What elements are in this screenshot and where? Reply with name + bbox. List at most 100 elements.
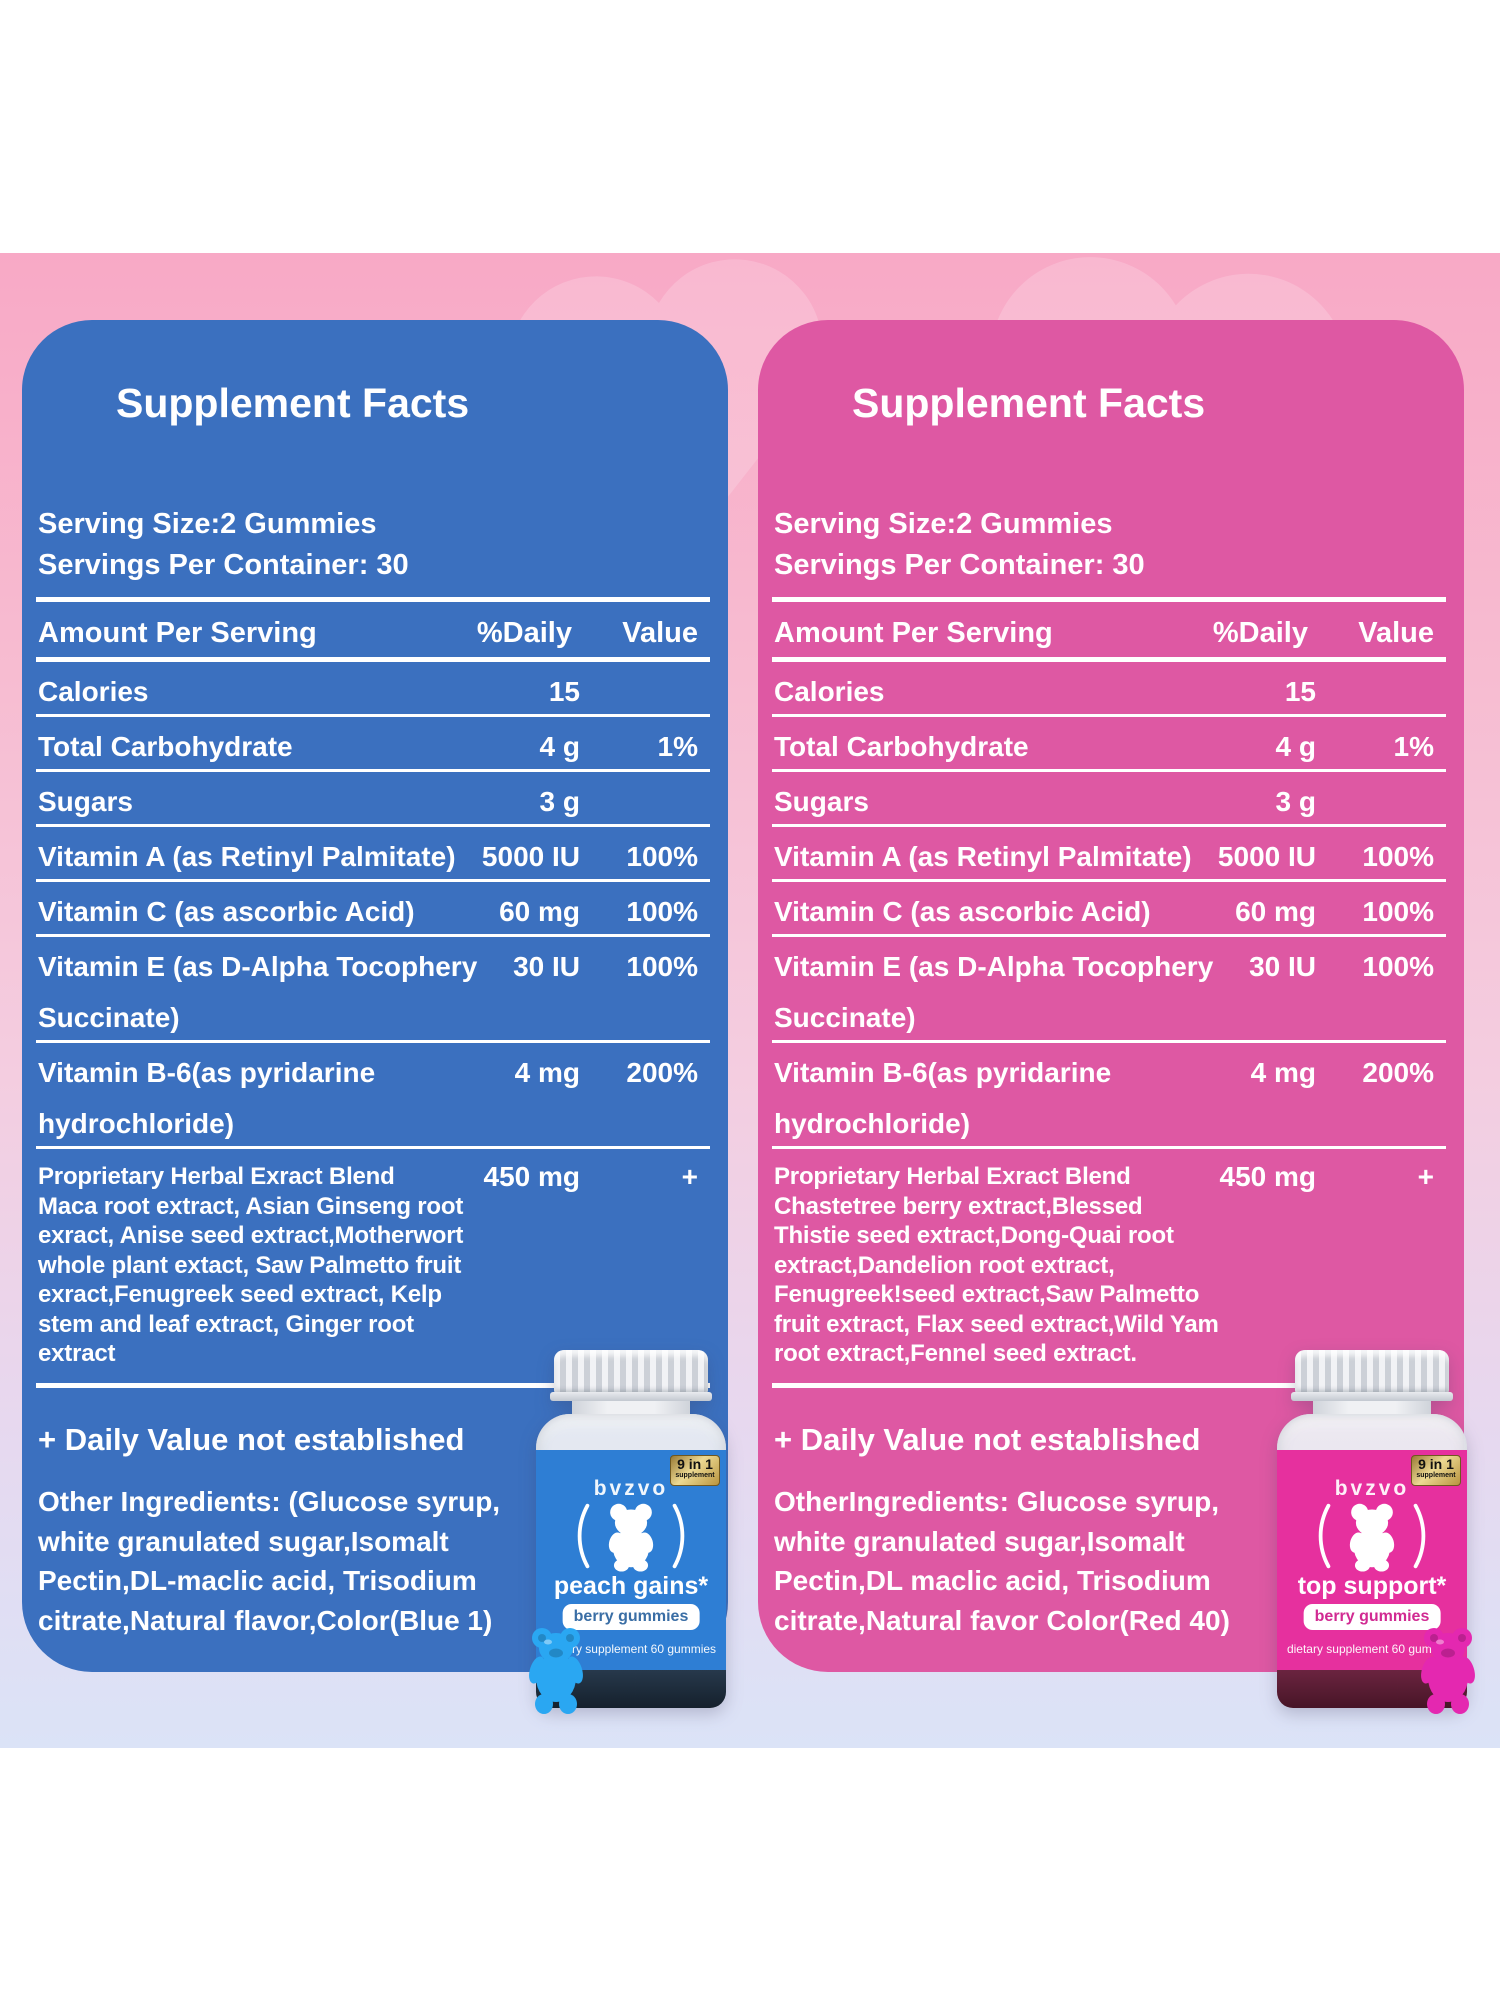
table-row: Calories 15 xyxy=(758,662,1464,714)
badge-9-in-1: 9 in 1 supplement xyxy=(670,1455,720,1486)
nutrient-amount: 4 g xyxy=(1275,731,1316,762)
serving-info: Serving Size:2 Gummies Servings Per Cont… xyxy=(38,504,409,586)
other-ingredients: Other Ingredients: (Glucose syrup, white… xyxy=(38,1482,500,1640)
herbal-blend-row: 450 mg + Proprietary Herbal Exract Blend… xyxy=(758,1149,1464,1383)
nutrient-name: Total Carbohydrate xyxy=(38,731,293,762)
table-row: Total Carbohydrate 4 g 1% xyxy=(22,717,728,769)
blend-ingredients-line: Thistie seed extract,Dong-Quai root xyxy=(774,1222,1174,1249)
divider xyxy=(772,1040,1446,1043)
other-ingredients-line: white granulated sugar,Isomalt xyxy=(774,1525,1185,1557)
blend-ingredients-line: extract,Dandelion root extract, xyxy=(774,1251,1115,1279)
nutrient-name: Sugars xyxy=(774,786,869,817)
nutrient-amount: 60 mg xyxy=(499,896,580,927)
nutrient-daily-value: 1% xyxy=(657,731,698,762)
nutrient-amount: 60 mg xyxy=(1235,896,1316,927)
other-ingredients-line: Pectin,DL maclic acid, Trisodium xyxy=(774,1565,1211,1596)
servings-per-container: Servings Per Container: 30 xyxy=(38,549,409,581)
blend-amount: 450 mg xyxy=(1219,1161,1317,1192)
table-row: Vitamin E (as D-Alpha Tocophery Succinate… xyxy=(22,937,728,1040)
table-row: Calories 15 xyxy=(22,662,728,714)
table-row: Vitamin C (as ascorbic Acid) 60 mg 100% xyxy=(758,882,1464,934)
nutrient-amount: 5000 IU xyxy=(481,841,580,872)
nutrient-amount: 3 g xyxy=(539,786,580,817)
bottle-neck xyxy=(1313,1401,1431,1417)
table-row: Sugars 3 g xyxy=(22,772,728,824)
divider xyxy=(772,657,1446,662)
badge-9-in-1: 9 in 1 supplement xyxy=(1411,1455,1461,1486)
serving-size: Serving Size:2 Gummies xyxy=(774,508,1113,540)
divider xyxy=(772,597,1446,602)
table-row: Vitamin C (as ascorbic Acid) 60 mg 100% xyxy=(22,882,728,934)
facts-table: Amount Per Serving %Daily Value Calories… xyxy=(22,597,728,1388)
divider xyxy=(36,657,710,662)
nutrient-name-line2: Succinate) xyxy=(38,1002,180,1033)
table-row: Vitamin B-6(as pyridarine hydrochloride) … xyxy=(22,1043,728,1146)
panel-title: Supplement Facts xyxy=(116,380,470,426)
nutrient-daily-value: 200% xyxy=(1362,1057,1434,1088)
nutrient-name: Sugars xyxy=(38,786,133,817)
divider xyxy=(36,714,710,717)
divider xyxy=(772,714,1446,717)
daily-value-footnote: + Daily Value not established xyxy=(774,1422,1201,1457)
divider xyxy=(36,824,710,827)
nutrient-name-line2: hydrochloride) xyxy=(38,1108,235,1139)
blend-amount: 450 mg xyxy=(483,1161,581,1192)
blend-ingredients-line: root extract,Fennel seed extract. xyxy=(774,1340,1137,1367)
nutrient-name-line2: Succinate) xyxy=(774,1002,916,1033)
blend-ingredients-line: extract xyxy=(38,1340,116,1367)
nutrient-amount: 30 IU xyxy=(1249,951,1316,982)
panel-title: Supplement Facts xyxy=(852,380,1206,426)
blend-ingredients-line: stem and leaf extract, Ginger root xyxy=(38,1310,414,1338)
divider xyxy=(36,1146,710,1149)
badge-subtext: supplement xyxy=(675,1472,715,1479)
nutrient-amount: 3 g xyxy=(1275,786,1316,817)
herbal-blend-row: 450 mg + Proprietary Herbal Exract Blend… xyxy=(22,1149,728,1383)
product-name: top support* xyxy=(1297,1572,1447,1600)
bottle-neck xyxy=(572,1401,690,1417)
gummy-bear-blue xyxy=(529,1628,583,1714)
divider xyxy=(772,769,1446,772)
bottle-cap xyxy=(554,1350,708,1394)
product-name: peach gains* xyxy=(553,1572,709,1600)
divider xyxy=(36,879,710,882)
divider xyxy=(772,934,1446,937)
flavor-pill: berry gummies xyxy=(562,1604,700,1630)
header-percent-daily: %Daily xyxy=(1212,617,1308,649)
nutrient-amount: 5000 IU xyxy=(1217,841,1316,872)
blend-ingredients-line: exract, Anise seed extract,Motherwort xyxy=(38,1222,464,1249)
divider xyxy=(772,879,1446,882)
brand-logo: bvzvo xyxy=(1334,1477,1410,1500)
table-row: Sugars 3 g xyxy=(758,772,1464,824)
blend-ingredients-line: exract,Fenugreek seed extract, Kelp xyxy=(38,1281,442,1308)
nutrient-daily-value: 100% xyxy=(626,841,698,872)
other-ingredients-line: Other Ingredients: (Glucose syrup, xyxy=(38,1486,501,1517)
blend-ingredients-line: Fenugreek!seed extract,Saw Palmetto xyxy=(774,1281,1200,1308)
divider xyxy=(772,1382,1446,1388)
divider xyxy=(36,769,710,772)
other-ingredients-line: citrate,Natural flavor,Color(Blue 1) xyxy=(38,1604,493,1636)
other-ingredients-line: Pectin,DL-maclic acid, Trisodium xyxy=(38,1565,477,1596)
table-row: Vitamin B-6(as pyridarine hydrochloride) … xyxy=(758,1043,1464,1146)
header-value: Value xyxy=(1358,617,1434,649)
header-amount-per-serving: Amount Per Serving xyxy=(774,617,1053,649)
nutrient-daily-value: 100% xyxy=(1362,841,1434,872)
nutrient-name: Vitamin E (as D-Alpha Tocophery xyxy=(774,951,1214,982)
bottle-caption: dietary supplement 60 gummies xyxy=(1286,1642,1458,1656)
bottle-cap-base xyxy=(1291,1392,1453,1401)
blend-ingredients-line: Chastetree berry extract,Blessed xyxy=(774,1192,1143,1220)
nutrient-amount: 4 mg xyxy=(514,1057,580,1088)
nutrient-name: Vitamin A (as Retinyl Palmitate) xyxy=(774,841,1192,872)
nutrient-name: Vitamin E (as D-Alpha Tocophery xyxy=(38,951,478,982)
bottle-caption: dietary supplement 60 gummies xyxy=(545,1642,717,1656)
bottle-cap xyxy=(1295,1350,1449,1394)
nutrient-daily-value: 100% xyxy=(1362,951,1434,982)
nutrient-name: Vitamin C (as ascorbic Acid) xyxy=(774,896,1151,927)
blend-ingredients-line: whole plant extact, Saw Palmetto fruit xyxy=(38,1251,462,1279)
nutrient-daily-value: 100% xyxy=(626,896,698,927)
gummy-bear-logo-icon xyxy=(1318,1503,1426,1572)
brand-logo: bvzvo xyxy=(593,1477,669,1500)
divider xyxy=(36,934,710,937)
flavor-pill: berry gummies xyxy=(1303,1604,1441,1630)
divider xyxy=(36,1382,710,1388)
